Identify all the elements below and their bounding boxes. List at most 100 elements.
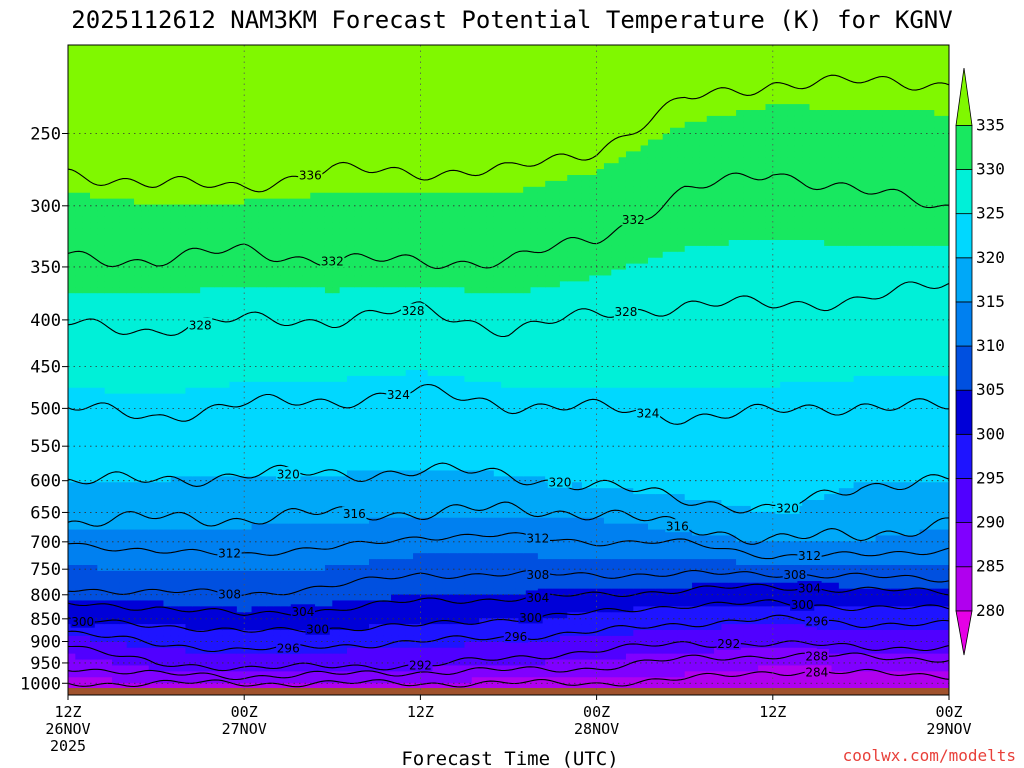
field-cell bbox=[273, 458, 282, 466]
field-cell bbox=[280, 618, 289, 625]
field-cell bbox=[163, 671, 172, 678]
field-cell bbox=[280, 405, 289, 412]
field-cell bbox=[97, 45, 106, 52]
field-cell bbox=[134, 535, 143, 542]
field-cell bbox=[391, 482, 399, 489]
field-cell bbox=[222, 494, 231, 501]
field-cell bbox=[68, 56, 76, 64]
field-cell bbox=[126, 405, 135, 412]
field-cell bbox=[170, 364, 179, 371]
field-cell bbox=[266, 553, 275, 560]
field-cell bbox=[222, 186, 231, 194]
field-cell bbox=[324, 240, 333, 247]
field-cell bbox=[141, 523, 150, 531]
field-cell bbox=[302, 68, 311, 76]
field-cell bbox=[163, 358, 172, 365]
field-cell bbox=[236, 316, 245, 324]
field-cell bbox=[134, 411, 143, 418]
field-cell bbox=[346, 328, 355, 336]
field-cell bbox=[288, 74, 297, 82]
field-cell bbox=[244, 222, 253, 229]
field-cell bbox=[134, 204, 143, 212]
field-cell bbox=[192, 74, 201, 82]
field-cell bbox=[126, 139, 135, 147]
field-cell bbox=[192, 429, 201, 436]
field-cell bbox=[104, 446, 113, 454]
field-cell bbox=[112, 375, 120, 383]
field-cell bbox=[346, 92, 355, 99]
field-cell bbox=[112, 612, 120, 619]
field-cell bbox=[280, 565, 289, 572]
field-cell bbox=[214, 86, 223, 93]
field-cell bbox=[141, 370, 150, 377]
field-cell bbox=[214, 624, 223, 631]
field-cell bbox=[214, 375, 223, 383]
field-cell bbox=[251, 127, 260, 135]
field-cell bbox=[244, 240, 253, 247]
field-cell bbox=[324, 411, 333, 418]
field-cell bbox=[156, 192, 165, 200]
field-cell bbox=[75, 281, 84, 288]
field-cell bbox=[295, 500, 304, 507]
field-cell bbox=[280, 665, 289, 672]
field-cell bbox=[302, 121, 311, 129]
field-cell bbox=[185, 582, 194, 590]
field-cell bbox=[288, 630, 297, 637]
field-cell bbox=[90, 541, 98, 548]
field-cell bbox=[90, 683, 98, 690]
field-cell bbox=[376, 677, 385, 684]
field-cell bbox=[134, 606, 143, 613]
field-cell bbox=[97, 576, 106, 584]
field-cell bbox=[192, 399, 201, 407]
field-cell bbox=[170, 245, 179, 253]
field-cell bbox=[90, 600, 98, 607]
field-cell bbox=[376, 157, 385, 164]
field-cell bbox=[222, 334, 231, 342]
field-cell bbox=[354, 635, 363, 643]
field-cell bbox=[361, 80, 370, 87]
field-cell bbox=[244, 500, 253, 507]
field-cell bbox=[244, 210, 253, 217]
field-cell bbox=[346, 180, 355, 188]
field-cell bbox=[369, 541, 377, 548]
field-cell bbox=[82, 547, 91, 554]
field-cell bbox=[310, 671, 319, 678]
field-cell bbox=[156, 618, 165, 625]
field-cell bbox=[207, 92, 216, 99]
field-cell bbox=[75, 417, 84, 424]
field-cell bbox=[134, 488, 143, 495]
field-cell bbox=[251, 139, 260, 147]
field-cell bbox=[332, 316, 341, 324]
field-cell bbox=[280, 186, 289, 194]
field-cell bbox=[288, 62, 297, 70]
field-cell bbox=[192, 110, 201, 117]
field-cell bbox=[288, 600, 297, 607]
field-cell bbox=[354, 523, 363, 531]
field-cell bbox=[112, 287, 120, 294]
field-cell bbox=[90, 671, 98, 678]
field-cell bbox=[346, 576, 355, 584]
field-cell bbox=[317, 476, 326, 483]
field-cell bbox=[192, 476, 201, 483]
field-cell bbox=[273, 127, 282, 135]
field-cell bbox=[339, 151, 348, 158]
field-cell bbox=[163, 299, 172, 306]
field-cell bbox=[104, 74, 113, 82]
field-cell bbox=[170, 257, 179, 265]
field-cell bbox=[141, 145, 150, 152]
field-cell bbox=[156, 358, 165, 365]
field-cell bbox=[369, 630, 377, 637]
field-cell bbox=[185, 635, 194, 643]
field-cell bbox=[214, 529, 223, 537]
field-cell bbox=[104, 653, 113, 661]
field-cell bbox=[200, 370, 209, 377]
field-cell bbox=[68, 358, 76, 365]
field-cell bbox=[354, 500, 363, 507]
field-cell bbox=[361, 204, 370, 212]
field-cell bbox=[346, 594, 355, 602]
field-cell bbox=[310, 198, 319, 206]
field-cell bbox=[332, 121, 341, 129]
field-cell bbox=[112, 346, 120, 353]
field-cell bbox=[126, 210, 135, 217]
field-cell bbox=[398, 222, 407, 229]
